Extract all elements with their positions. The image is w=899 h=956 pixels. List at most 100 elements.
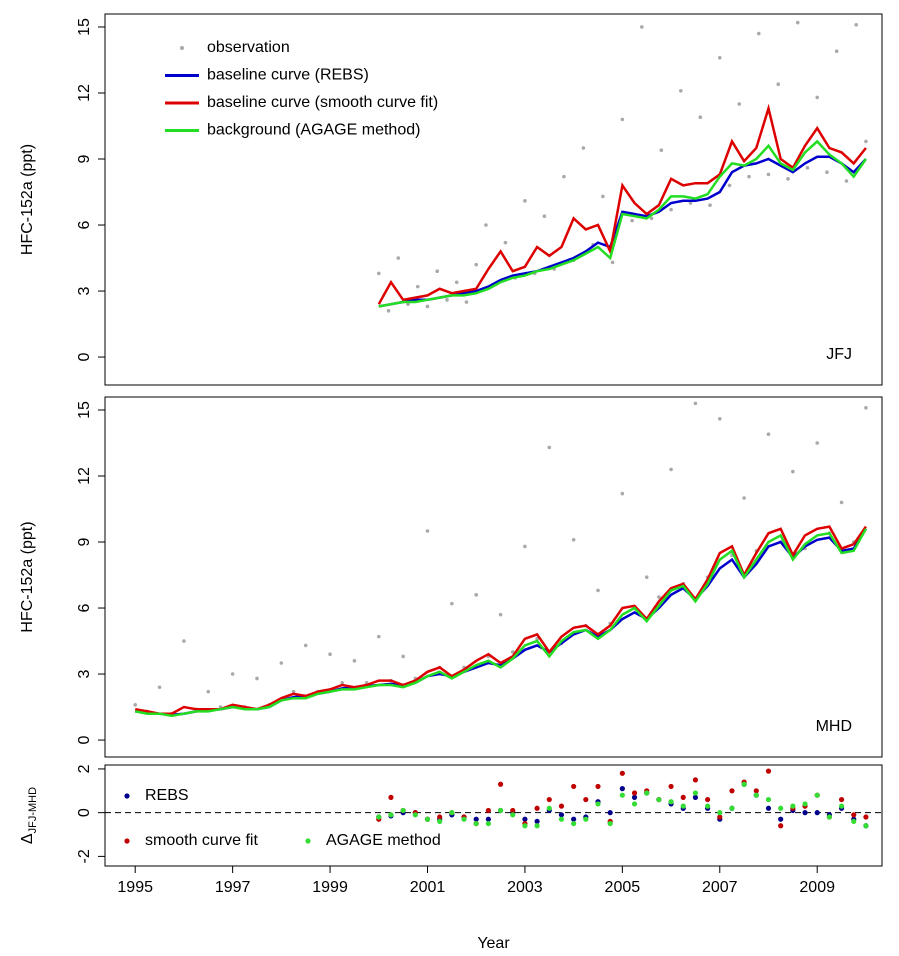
data-point bbox=[766, 172, 771, 177]
legend-symbol bbox=[124, 838, 130, 844]
legend-label: smooth curve fit bbox=[145, 832, 258, 849]
data-point bbox=[630, 218, 634, 223]
data-point bbox=[497, 781, 504, 787]
data-point bbox=[497, 807, 504, 814]
data-point bbox=[558, 803, 565, 809]
data-point bbox=[425, 529, 430, 533]
series-line bbox=[135, 528, 867, 717]
data-point bbox=[669, 207, 673, 212]
data-point bbox=[727, 183, 732, 188]
x-tick-label: 2003 bbox=[507, 879, 543, 896]
data-point bbox=[656, 796, 662, 803]
data-point bbox=[814, 792, 820, 798]
data-point bbox=[352, 659, 357, 663]
data-point bbox=[790, 803, 796, 809]
plot-frame bbox=[104, 396, 883, 758]
data-point bbox=[778, 823, 784, 829]
data-point bbox=[571, 816, 577, 822]
legend-label: REBS bbox=[145, 787, 189, 804]
data-point bbox=[753, 792, 759, 798]
data-point bbox=[668, 783, 674, 790]
series-line bbox=[377, 103, 867, 305]
data-point bbox=[649, 216, 654, 221]
data-point bbox=[474, 262, 479, 267]
plot-frame bbox=[104, 13, 883, 386]
data-point bbox=[729, 788, 735, 794]
series-line bbox=[378, 155, 867, 308]
data-point bbox=[542, 214, 547, 219]
data-point bbox=[133, 703, 138, 707]
data-point bbox=[503, 240, 508, 245]
data-point bbox=[815, 441, 820, 445]
data-point bbox=[814, 810, 820, 816]
y-axis-label: HFC-152a (ppt) bbox=[19, 521, 36, 632]
y-tick-label: 12 bbox=[76, 84, 93, 102]
legend-label: background (AGAGE method) bbox=[207, 122, 420, 139]
data-point bbox=[863, 823, 869, 829]
data-point bbox=[388, 794, 394, 800]
data-point bbox=[778, 805, 784, 811]
data-point bbox=[595, 783, 601, 790]
y-axis-symbol: Δ bbox=[19, 833, 36, 844]
data-point bbox=[680, 803, 686, 809]
data-point bbox=[834, 49, 839, 53]
series-line bbox=[134, 528, 867, 718]
data-point bbox=[376, 814, 382, 820]
x-tick-label: 2009 bbox=[799, 879, 835, 896]
data-point bbox=[619, 786, 625, 792]
data-point bbox=[778, 816, 784, 822]
data-point bbox=[424, 816, 431, 822]
data-point bbox=[717, 810, 723, 816]
data-point bbox=[415, 284, 420, 289]
data-point bbox=[692, 790, 699, 796]
data-point bbox=[786, 177, 790, 181]
data-point bbox=[534, 805, 540, 811]
data-point bbox=[838, 803, 845, 809]
data-point bbox=[558, 816, 565, 822]
y-tick-label: 9 bbox=[76, 154, 93, 163]
data-point bbox=[498, 612, 503, 617]
data-point bbox=[729, 805, 735, 811]
data-point bbox=[863, 814, 869, 820]
data-point bbox=[473, 820, 479, 827]
data-point bbox=[425, 304, 430, 309]
data-point bbox=[386, 309, 391, 313]
data-point bbox=[485, 816, 491, 822]
legend-label: baseline curve (smooth curve fit) bbox=[207, 94, 438, 111]
data-point bbox=[437, 818, 443, 825]
data-point bbox=[657, 595, 661, 599]
data-point bbox=[450, 601, 454, 606]
data-point bbox=[851, 812, 857, 818]
data-point bbox=[747, 174, 751, 179]
data-point bbox=[546, 796, 552, 803]
data-point bbox=[206, 689, 211, 694]
data-point bbox=[631, 801, 638, 807]
data-point bbox=[510, 807, 516, 814]
data-point bbox=[705, 803, 711, 809]
data-point bbox=[640, 25, 644, 29]
data-point bbox=[644, 575, 649, 580]
data-point bbox=[795, 20, 800, 25]
plot-area bbox=[105, 768, 882, 829]
y-axis-label: HFC-152a (ppt) bbox=[19, 144, 36, 255]
y-tick-label: 12 bbox=[76, 467, 93, 485]
data-point bbox=[756, 31, 761, 36]
data-point bbox=[485, 807, 491, 814]
legend-symbol bbox=[124, 793, 130, 799]
data-point bbox=[546, 805, 552, 811]
x-tick-label: 1997 bbox=[215, 879, 251, 896]
y-tick-label: 0 bbox=[76, 808, 93, 817]
data-point bbox=[765, 768, 772, 774]
data-point bbox=[401, 654, 405, 659]
data-point bbox=[558, 812, 565, 818]
data-point bbox=[802, 801, 808, 807]
data-point bbox=[535, 637, 539, 641]
data-point bbox=[765, 796, 772, 803]
data-point bbox=[396, 256, 401, 260]
x-tick-label: 1999 bbox=[312, 879, 348, 896]
data-point bbox=[679, 88, 683, 93]
legend-symbol bbox=[180, 46, 184, 50]
data-point bbox=[766, 432, 771, 436]
data-point bbox=[571, 820, 577, 827]
